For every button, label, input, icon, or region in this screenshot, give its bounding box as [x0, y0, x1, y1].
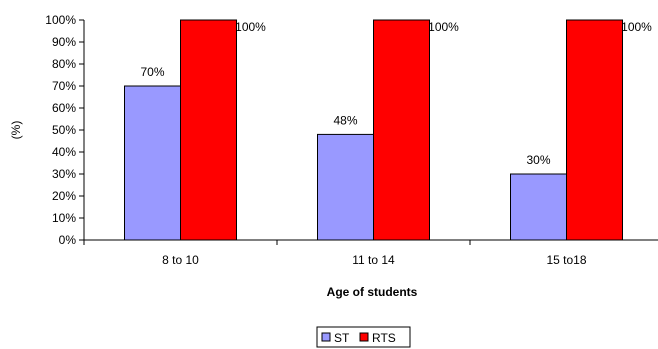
- y-tick-label: 100%: [45, 13, 76, 27]
- y-tick-label: 10%: [52, 211, 76, 225]
- legend: ST RTS: [316, 326, 411, 348]
- x-tick-label: 11 to 14: [352, 253, 395, 267]
- y-axis: 0% 10% 20% 30% 40% 50% 60% 70% 80% 90% 100%: [45, 13, 85, 247]
- legend-label-rts: RTS: [372, 331, 396, 345]
- bar-st: [317, 133, 374, 241]
- legend-swatch-rts: [359, 332, 369, 342]
- x-tick-label: 15 to18: [546, 253, 586, 267]
- bar-st: [124, 85, 181, 241]
- y-tick-label: 90%: [52, 35, 76, 49]
- data-label-st: 48%: [333, 113, 357, 127]
- y-tick-label: 50%: [52, 123, 76, 137]
- y-tick-label: 70%: [52, 79, 76, 93]
- y-axis-title: (%): [9, 121, 23, 140]
- data-label-st: 70%: [140, 65, 164, 79]
- data-label-rts: 100%: [428, 20, 459, 34]
- legend-swatch-st: [321, 332, 331, 342]
- bar-st: [510, 173, 567, 241]
- data-label-st: 30%: [526, 153, 550, 167]
- bar-rts: [373, 19, 430, 241]
- y-tick-label: 80%: [52, 57, 76, 71]
- y-tick-label: 60%: [52, 101, 76, 115]
- y-tick-label: 20%: [52, 189, 76, 203]
- y-tick-label: 0%: [59, 233, 77, 247]
- bar-rts: [566, 19, 623, 241]
- y-tick-label: 40%: [52, 145, 76, 159]
- data-labels: 70% 100% 48% 100% 30% 100%: [140, 20, 652, 167]
- y-tick-label: 30%: [52, 167, 76, 181]
- x-tick-label: 8 to 10: [162, 253, 199, 267]
- x-axis: 8 to 10 11 to 14 15 to18: [83, 239, 658, 267]
- bar-rts: [180, 19, 237, 241]
- x-axis-title: Age of students: [327, 285, 418, 299]
- data-label-rts: 100%: [621, 20, 652, 34]
- legend-label-st: ST: [334, 331, 350, 345]
- data-label-rts: 100%: [235, 20, 266, 34]
- bars: [124, 19, 623, 241]
